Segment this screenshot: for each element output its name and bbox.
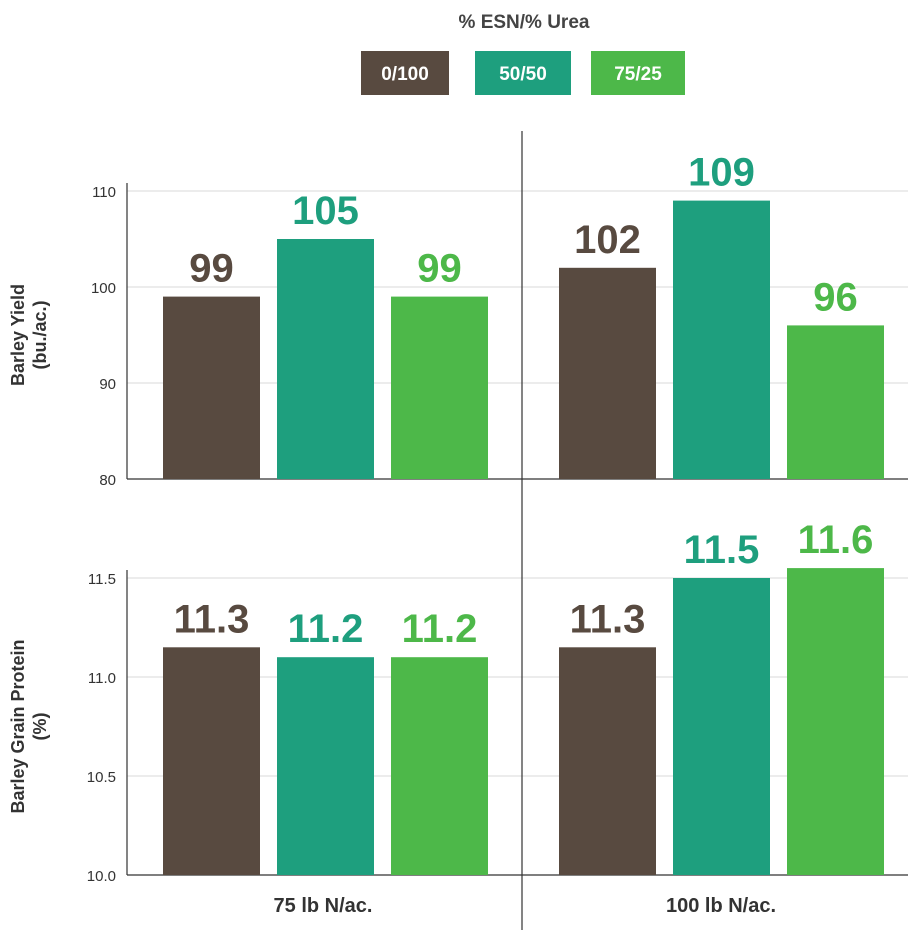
y-axis-title: Barley Grain Protein (%) [8,639,50,813]
y-tick-label: 100 [91,280,116,297]
bar-value-label: 11.6 [798,518,874,562]
y-tick-label: 10.5 [87,769,116,786]
legend: 0/100 50/50 75/25 [361,51,685,95]
y-tick-label: 90 [99,376,116,393]
x-category-label-100: 100 lb N/ac. [666,895,776,917]
bar [277,239,374,479]
bar-value-label: 11.5 [684,528,760,572]
bar [163,647,260,875]
legend-label-75-25: 75/25 [614,64,662,85]
chart-panels: 110 100 90 80 Barley Yield (bu./ac.) 99 102 105 1… [8,151,908,885]
bar-value-label: 11.3 [174,597,250,641]
y-tick-label: 80 [99,472,116,489]
bar [673,200,770,479]
bar-value-label: 99 [189,247,234,291]
bar-value-label: 102 [574,218,641,262]
legend-swatch-75-25 [591,51,685,95]
legend-label-50-50: 50/50 [499,64,547,85]
bar [277,657,374,875]
y-tick-label: 11.0 [88,670,116,687]
bar-value-label: 11.2 [402,607,478,651]
bar-value-label: 11.2 [288,607,364,651]
bar-value-label: 96 [813,275,858,319]
legend-label-0-100: 0/100 [381,64,429,85]
bar-value-label: 105 [292,189,359,233]
bar [787,325,884,479]
y-tick-label: 11.5 [88,571,116,588]
y-tick-label: 10.0 [87,868,116,885]
bar [391,296,488,479]
bar [559,647,656,875]
bar [391,657,488,875]
legend-swatch-50-50 [475,51,571,95]
bar [787,568,884,875]
legend-swatch-0-100 [361,51,449,95]
x-category-label-75: 75 lb N/ac. [274,895,373,917]
bar-value-label: 109 [688,151,755,195]
legend-title: % ESN/% Urea [459,12,590,33]
bar [163,296,260,479]
bar [559,267,656,479]
y-axis-title: Barley Yield (bu./ac.) [8,284,50,386]
bar-value-label: 11.3 [570,597,646,641]
bar [673,578,770,875]
bar-value-label: 99 [417,247,462,291]
y-tick-label: 110 [92,184,116,201]
